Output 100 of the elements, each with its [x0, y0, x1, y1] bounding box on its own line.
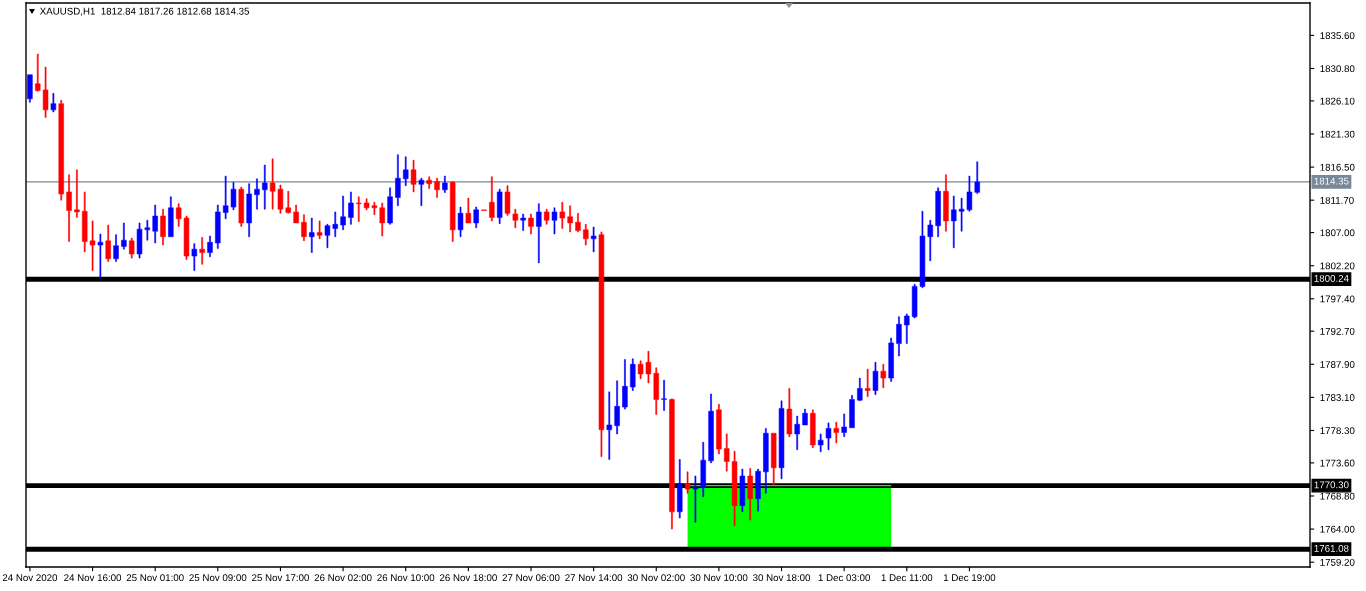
y-tick-label: 1783.10 — [1320, 394, 1355, 401]
candlestick — [567, 205, 573, 233]
x-tick-label: 30 Nov 18:00 — [752, 574, 811, 582]
candlestick — [817, 433, 824, 453]
candlestick — [700, 441, 706, 497]
candlestick — [410, 159, 417, 193]
x-tick-label: 25 Nov 01:00 — [126, 574, 184, 582]
candlestick — [496, 188, 503, 224]
candlestick — [50, 93, 57, 113]
x-tick-label: 26 Nov 10:00 — [377, 574, 435, 582]
y-tick-label: 1773.60 — [1320, 459, 1355, 467]
y-tick-label: 1792.70 — [1320, 327, 1355, 335]
candlestick — [387, 187, 393, 225]
x-tick-label: 27 Nov 14:00 — [565, 574, 623, 582]
x-tick-label: 30 Nov 02:00 — [627, 574, 685, 582]
candlestick — [426, 176, 432, 189]
candlestick — [121, 222, 127, 250]
candlestick — [316, 220, 323, 240]
candlestick — [254, 178, 260, 210]
candlestick — [739, 468, 746, 513]
candlestick — [825, 422, 832, 451]
x-tick-label: 1 Dec 11:00 — [881, 574, 933, 582]
candlestick — [810, 409, 816, 448]
candlestick — [340, 195, 346, 231]
candlestick — [763, 428, 769, 494]
candlestick — [943, 174, 949, 232]
x-tick-label: 27 Nov 06:00 — [502, 574, 560, 582]
candlestick — [207, 235, 213, 258]
ref-line-label: 1761.08 — [1314, 544, 1349, 552]
y-tick-label: 1821.30 — [1320, 130, 1355, 138]
candlestick — [755, 468, 761, 512]
candlestick — [293, 204, 299, 224]
candlestick — [465, 197, 472, 224]
candlestick — [778, 400, 785, 480]
x-tick-label: 30 Nov 10:00 — [690, 574, 748, 582]
candlestick — [449, 181, 456, 242]
candlestick — [575, 213, 581, 233]
candlestick — [246, 183, 252, 238]
candlestick — [590, 226, 597, 253]
x-tick-label: 26 Nov 18:00 — [439, 574, 497, 582]
candlestick — [622, 359, 628, 410]
candlestick — [849, 395, 855, 428]
candlestick — [168, 196, 174, 238]
y-tick-label: 1835.60 — [1320, 32, 1355, 40]
candlestick — [191, 243, 198, 271]
candlestick — [113, 234, 119, 262]
candlestick — [528, 213, 534, 235]
candlestick — [630, 358, 636, 391]
candlestick — [833, 421, 840, 444]
x-tick-label: 24 Nov 16:00 — [64, 574, 122, 582]
candlestick — [379, 202, 385, 237]
candlestick — [348, 191, 354, 225]
y-tick-label: 1759.20 — [1320, 558, 1355, 566]
ref-line-label: 1800.24 — [1314, 274, 1349, 282]
candlestick — [747, 468, 753, 521]
candlestick — [215, 204, 221, 249]
candlestick — [160, 208, 166, 246]
candlestick — [199, 237, 205, 265]
candlestick — [301, 214, 307, 242]
y-tick-label: 1826.10 — [1320, 97, 1355, 105]
candlestick — [935, 187, 941, 238]
candlestick — [951, 195, 957, 249]
candlestick — [872, 361, 879, 395]
candlestick — [536, 203, 542, 264]
candlestick — [716, 404, 722, 455]
y-tick-label: 1811.70 — [1320, 196, 1354, 204]
candlestick — [669, 398, 675, 530]
candlestick — [442, 175, 448, 193]
candlestick — [888, 337, 894, 382]
candlestick — [661, 379, 667, 411]
candlestick — [105, 224, 111, 262]
candlestick — [857, 377, 863, 402]
y-tick-label: 1787.90 — [1320, 361, 1355, 368]
candlestick — [27, 74, 33, 103]
candlestick — [904, 313, 910, 344]
candlestick — [684, 471, 691, 494]
candlestick — [583, 224, 589, 246]
candlestick — [128, 237, 135, 259]
candlestick — [238, 186, 245, 227]
candlestick — [794, 415, 800, 451]
candlestick — [489, 176, 495, 222]
x-tick-label: 26 Nov 02:00 — [314, 574, 372, 582]
candlestick — [395, 154, 401, 206]
candlestick — [97, 233, 104, 278]
candlestick — [864, 368, 871, 397]
y-tick-label: 1830.80 — [1320, 65, 1355, 73]
candlestick — [606, 391, 612, 460]
candlestick — [520, 213, 526, 231]
candlestick — [614, 380, 620, 435]
candlestick — [457, 206, 464, 238]
candlestick — [551, 207, 558, 235]
candlestick — [58, 99, 64, 201]
candlestick — [692, 475, 699, 523]
x-tick-label: 25 Nov 09:00 — [189, 574, 247, 582]
candlestick — [473, 206, 479, 229]
x-tick-label: 1 Dec 03:00 — [818, 574, 870, 582]
chart-title: XAUUSD,H1 1812.84 1817.26 1812.68 1814.35 — [39, 7, 250, 16]
candlestick — [152, 204, 158, 244]
y-tick-label: 1764.00 — [1320, 525, 1355, 533]
candlestick — [262, 164, 268, 210]
